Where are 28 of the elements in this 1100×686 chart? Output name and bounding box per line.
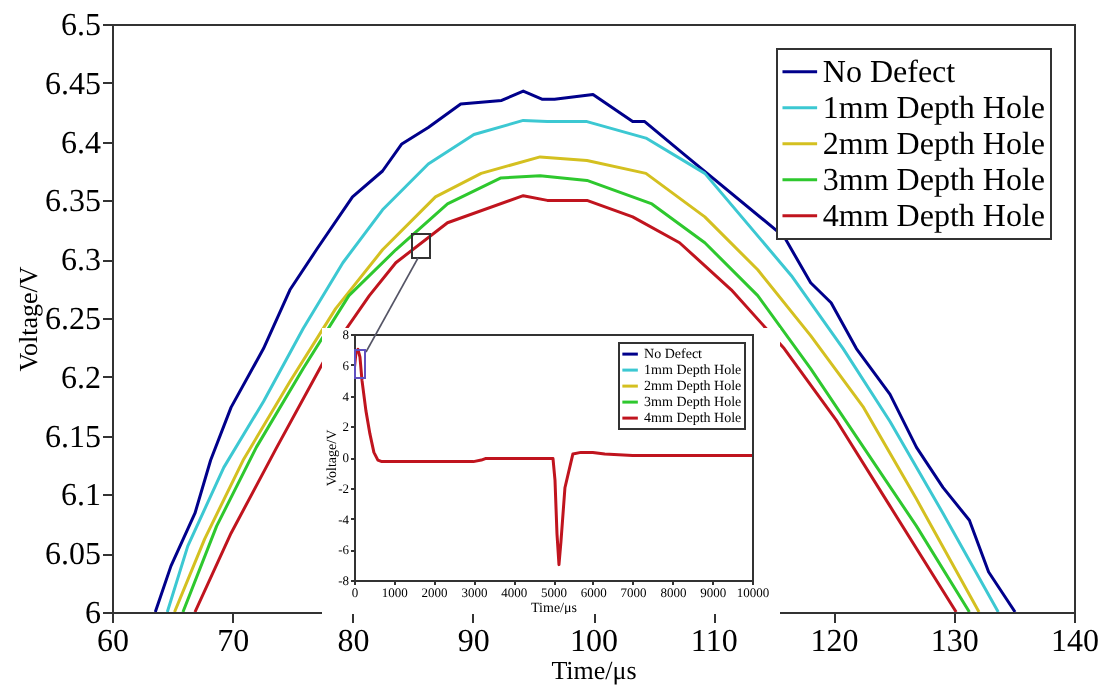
y-axis-title: Voltage/V (13, 265, 43, 372)
y-tick-label: 6.5 (61, 9, 101, 43)
y-tick-label: 6.05 (45, 538, 101, 573)
legend-label: 1mm Depth Hole (822, 91, 1045, 126)
legend-label: 3mm Depth Hole (822, 163, 1045, 198)
x-tick-label: 60 (97, 625, 129, 659)
y-tick-label: 6.35 (45, 185, 101, 220)
x-tick-label: 110 (690, 625, 738, 659)
y-tick-label: 6.2 (61, 361, 101, 396)
x-tick-label: 100 (570, 625, 618, 659)
x-tick-label: 120 (810, 625, 859, 659)
y-tick-label: 6 (85, 597, 101, 631)
x-axis-title: Time/μs (551, 655, 637, 685)
x-tick-label: 140 (1051, 625, 1099, 659)
legend-label: 2mm Depth Hole (822, 127, 1045, 162)
x-tick-label: 80 (337, 625, 370, 659)
y-tick-label: 6.15 (45, 420, 101, 455)
x-tick-label: 70 (217, 625, 250, 659)
line-series (354, 347, 752, 567)
legend-label: 4mm Depth Hole (822, 199, 1045, 234)
x-tick-label: 90 (457, 625, 490, 659)
legend-label: No Defect (822, 55, 957, 90)
y-tick-label: 6.45 (45, 67, 101, 102)
x-tick-label: 130 (930, 625, 979, 659)
y-tick-label: 6.25 (45, 303, 101, 337)
y-tick-label: 6.3 (61, 244, 101, 279)
y-tick-label: 6.4 (61, 126, 101, 161)
y-tick-label: 6.1 (61, 479, 101, 514)
